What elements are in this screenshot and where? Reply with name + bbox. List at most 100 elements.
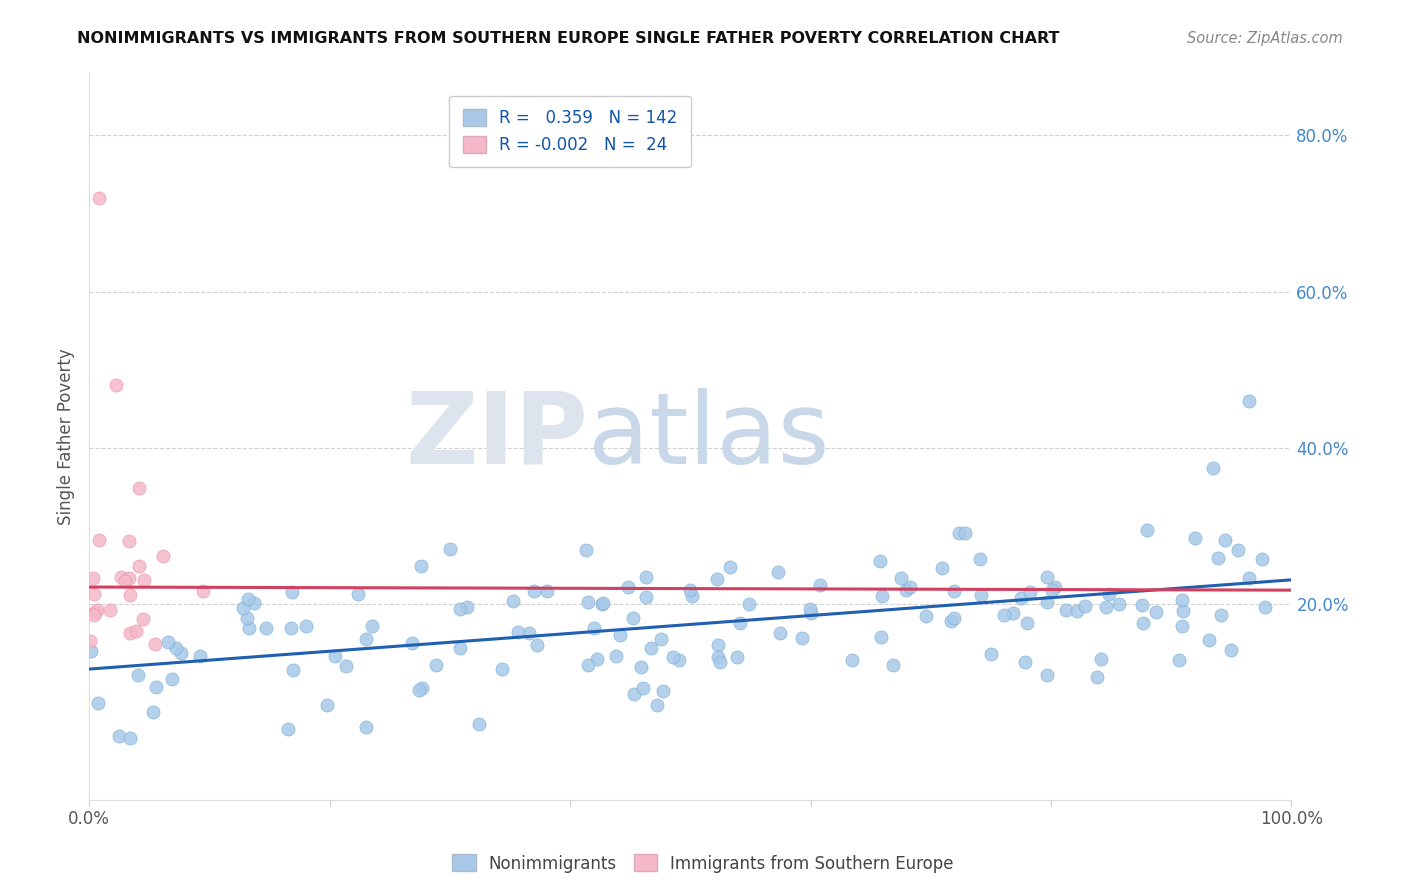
Point [942,611,965,625]
Point [1074,599,1097,613]
Point [79,634,101,648]
Point [468,717,491,731]
Point [254,621,277,635]
Point [1202,460,1225,475]
Point [631,681,654,696]
Point [841,653,863,667]
Point [630,659,652,673]
Point [1015,615,1038,630]
Point [162,673,184,687]
Point [993,608,1015,623]
Point [931,561,953,575]
Text: atlas: atlas [588,388,830,484]
Point [132,612,155,626]
Point [769,626,792,640]
Point [640,641,662,656]
Point [502,594,524,608]
Point [86,603,108,617]
Point [118,534,141,549]
Point [536,583,558,598]
Point [128,481,150,495]
Point [143,637,166,651]
Point [110,570,132,584]
Point [80,643,103,657]
Point [1054,603,1077,617]
Point [87,191,110,205]
Point [1132,615,1154,630]
Point [165,641,187,656]
Point [142,705,165,719]
Point [706,572,728,586]
Point [890,570,912,584]
Point [621,611,644,625]
Point [766,565,789,579]
Point [170,646,193,660]
Y-axis label: Single Father Poverty: Single Father Poverty [58,348,75,524]
Point [652,684,675,698]
Point [1040,582,1063,597]
Point [1184,531,1206,545]
Point [325,649,347,664]
Point [1220,642,1243,657]
Point [1130,598,1153,612]
Point [1002,606,1025,620]
Point [1171,603,1194,617]
Point [354,720,377,734]
Text: NONIMMIGRANTS VS IMMIGRANTS FROM SOUTHERN EUROPE SINGLE FATHER POVERTY CORRELATI: NONIMMIGRANTS VS IMMIGRANTS FROM SOUTHER… [77,31,1060,46]
Point [347,587,370,601]
Point [970,588,993,602]
Point [575,543,598,558]
Point [1066,604,1088,618]
Point [98,603,121,617]
Point [645,698,668,713]
Point [1010,591,1032,606]
Point [681,589,703,603]
Point [808,578,831,592]
Point [280,621,302,635]
Point [623,687,645,701]
Point [1198,632,1220,647]
Point [1168,652,1191,666]
Point [491,662,513,676]
Point [360,619,382,633]
Point [401,636,423,650]
Point [193,584,215,599]
Point [87,533,110,547]
Point [586,652,609,666]
Point [125,624,148,638]
Point [941,615,963,629]
Point [1254,599,1277,614]
Point [157,635,180,649]
Point [1206,551,1229,566]
Point [295,619,318,633]
Point [83,587,105,601]
Point [948,525,970,540]
Point [869,554,891,568]
Text: ZIP: ZIP [405,388,588,484]
Point [1239,394,1261,409]
Point [517,625,540,640]
Point [439,542,461,557]
Point [128,559,150,574]
Point [132,573,155,587]
Point [425,658,447,673]
Point [1108,598,1130,612]
Point [591,597,613,611]
Point [238,621,260,635]
Point [1171,618,1194,632]
Point [83,608,105,623]
Point [411,681,433,696]
Point [707,650,730,665]
Point [898,580,921,594]
Point [650,632,672,646]
Point [315,698,337,713]
Point [668,653,690,667]
Point [1018,584,1040,599]
Point [679,583,702,598]
Point [118,625,141,640]
Point [1094,600,1116,615]
Point [707,638,730,652]
Point [1085,670,1108,684]
Point [86,696,108,710]
Point [634,590,657,604]
